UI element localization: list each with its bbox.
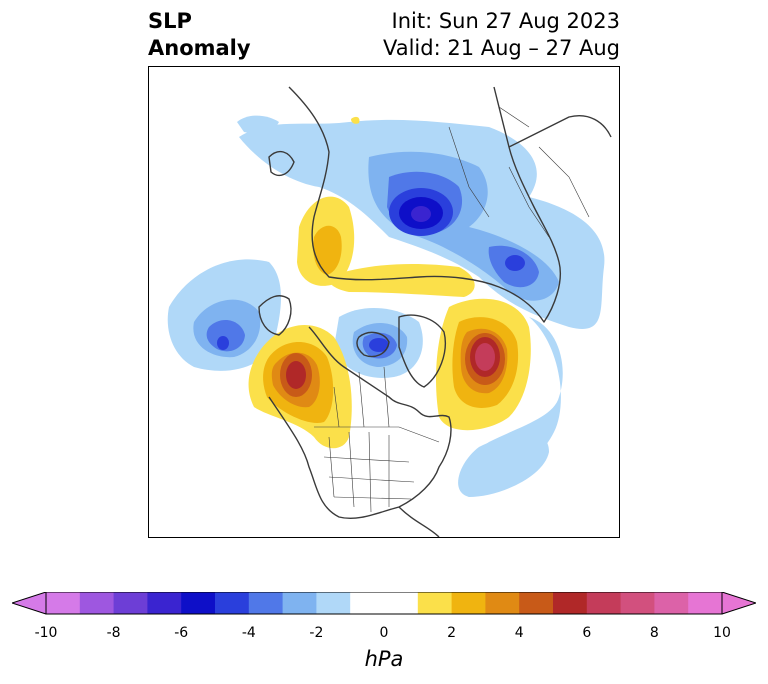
colorbar-tick-label: -4 (241, 625, 256, 641)
border-us-states-1 (328, 431, 390, 513)
colorbar-cell (417, 592, 453, 614)
colorbar-cell (46, 592, 81, 614)
anomaly-core-center (411, 206, 431, 222)
colorbar-right-edge (721, 592, 756, 615)
colorbar-outline (45, 592, 723, 615)
colorbar-tick-label: -8 (106, 625, 121, 641)
border-eurasia-1 (448, 126, 550, 238)
coast-greenland (398, 314, 446, 388)
anomaly-strong-pacific (206, 320, 245, 352)
anomaly-core-east (505, 255, 525, 271)
colorbar-cell (384, 592, 419, 614)
colorbar-cell (688, 592, 723, 614)
colorbar-cell (215, 592, 250, 614)
colorbar-cell (79, 592, 115, 614)
anomaly-pos-siberia-mid (313, 225, 342, 275)
anomaly-pos-arctic-band (328, 264, 475, 297)
colorbar-cell (113, 592, 148, 614)
colorbar-tick-label: -6 (174, 625, 189, 641)
colorbar-cell (350, 592, 385, 614)
coast-kamchatka (268, 150, 295, 177)
colorbar-cell (654, 592, 689, 614)
title-type: Anomaly (148, 36, 251, 60)
coast-europe (508, 115, 612, 148)
coast-alaska (258, 295, 292, 336)
init-date: Init: Sun 27 Aug 2023 (391, 9, 620, 33)
anomaly-region-nw (237, 115, 279, 134)
colorbar-tick-label: 6 (582, 625, 592, 641)
colorbar-tick-label: -2 (309, 625, 324, 641)
colorbar-cell (181, 592, 216, 614)
colorbar-tick-label: 0 (379, 625, 389, 641)
colorbar-cell (451, 592, 486, 614)
colorbar (12, 592, 756, 615)
border-us-states-2 (323, 456, 415, 500)
coast-north-america (268, 326, 452, 519)
colorbar-unit-label: hPa (364, 647, 404, 671)
map-dates: Init: Sun 27 Aug 2023 Valid: 21 Aug – 27… (383, 8, 620, 62)
colorbar-tick-label: 10 (713, 625, 731, 641)
valid-range: Valid: 21 Aug – 27 Aug (382, 36, 620, 60)
borders (314, 106, 590, 513)
colorbar-tick-label: 2 (447, 625, 457, 641)
colorbar-left-edge (12, 592, 47, 615)
colorbar-cells (46, 592, 723, 614)
colorbar-tick-label: -10 (34, 625, 58, 641)
coast-us-east (398, 506, 440, 537)
anomaly-map (148, 66, 620, 538)
colorbar-cell (282, 592, 317, 614)
negative-anomaly-core (217, 188, 525, 352)
colorbar-cell (553, 592, 588, 614)
border-us-canada (314, 426, 440, 443)
colorbar-min-arrow (12, 592, 46, 614)
border-eurasia-2 (498, 106, 590, 218)
map-title: SLP Anomaly (148, 8, 251, 62)
colorbar-cell (316, 592, 351, 614)
colorbar-cell (519, 592, 554, 614)
coast-arctic-islands (356, 331, 390, 358)
anomaly-pos-pacific-core (286, 361, 306, 389)
map-canvas (167, 86, 612, 537)
colorbar-tick-label: 4 (514, 625, 524, 641)
colorbar-cell (620, 592, 655, 614)
colorbar-cell (485, 592, 520, 614)
anomaly-core-arctic (369, 338, 389, 352)
anomaly-core-pacific (217, 336, 229, 350)
anomaly-pos-greenland-core-inner (475, 343, 495, 371)
anomaly-region-eastus (458, 432, 549, 497)
colorbar-tick-label: 8 (649, 625, 659, 641)
colorbar-cell (147, 592, 182, 614)
coastlines (258, 86, 612, 537)
title-variable: SLP (148, 9, 192, 33)
colorbar-cell (586, 592, 622, 614)
coast-eurasia (288, 86, 561, 323)
anomaly-pos-nw (351, 116, 360, 124)
colorbar-max-arrow (722, 592, 756, 614)
positive-anomaly (248, 116, 531, 449)
colorbar-cell (248, 592, 284, 614)
border-canada-provinces (333, 366, 390, 428)
